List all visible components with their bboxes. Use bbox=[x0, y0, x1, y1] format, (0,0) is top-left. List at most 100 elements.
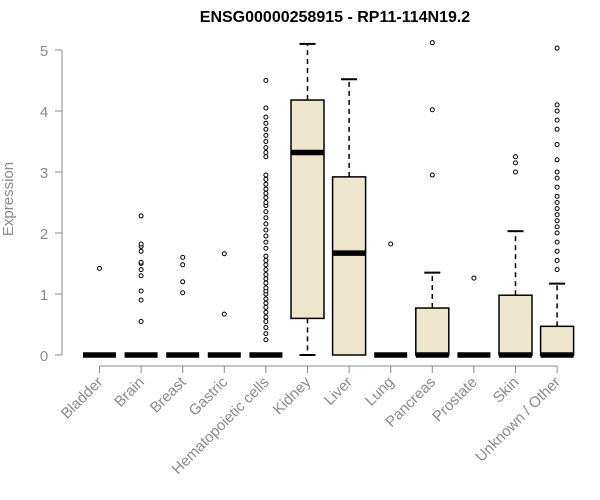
outlier-point bbox=[554, 157, 560, 163]
outlier-point bbox=[180, 254, 186, 260]
outlier-point bbox=[138, 273, 144, 279]
outlier-point bbox=[263, 114, 269, 120]
y-axis-label: Expression bbox=[0, 162, 17, 236]
outlier-point bbox=[554, 200, 560, 205]
box-group bbox=[83, 265, 116, 358]
box-rect bbox=[290, 99, 325, 320]
outlier-point bbox=[180, 279, 186, 285]
outlier-point bbox=[554, 224, 560, 230]
outlier-point bbox=[263, 209, 269, 215]
outlier-point bbox=[554, 239, 560, 245]
outlier-point bbox=[263, 253, 269, 259]
outlier-point bbox=[263, 221, 269, 227]
box-group bbox=[207, 251, 241, 358]
outlier-point bbox=[138, 318, 144, 324]
outlier-point bbox=[221, 311, 227, 317]
outlier-point bbox=[554, 142, 560, 148]
outlier-point bbox=[138, 213, 144, 219]
chart-title: ENSG00000258915 - RP11-114N19.2 bbox=[200, 9, 471, 26]
outlier-point bbox=[221, 251, 227, 257]
outlier-point bbox=[263, 309, 269, 315]
y-tick-label: 1 bbox=[40, 287, 48, 304]
outlier-point bbox=[554, 257, 560, 263]
outlier-point bbox=[513, 154, 518, 160]
y-tick-label: 2 bbox=[40, 226, 48, 243]
outlier-point bbox=[180, 262, 186, 268]
outlier-point bbox=[263, 195, 269, 201]
x-tick-label: Lung bbox=[362, 374, 398, 410]
outlier-point bbox=[263, 176, 269, 182]
outlier-point bbox=[263, 139, 269, 144]
outlier-point bbox=[263, 300, 269, 306]
outlier-point bbox=[138, 267, 144, 273]
outlier-point bbox=[471, 275, 477, 281]
outlier-point bbox=[263, 105, 269, 111]
outlier-point bbox=[263, 285, 269, 291]
x-tick-label: Bladder bbox=[58, 374, 107, 423]
outlier-point bbox=[138, 288, 144, 294]
outlier-point bbox=[138, 297, 144, 303]
outlier-point bbox=[263, 304, 269, 310]
outlier-point bbox=[554, 248, 560, 254]
outlier-point bbox=[263, 318, 269, 324]
outlier-point bbox=[513, 169, 518, 175]
outlier-point bbox=[263, 132, 269, 138]
x-tick-label: Brain bbox=[111, 374, 148, 411]
outlier-point bbox=[554, 169, 560, 175]
box-group bbox=[290, 42, 325, 356]
outlier-point bbox=[554, 117, 560, 123]
outlier-point bbox=[429, 107, 435, 113]
outlier-point bbox=[554, 230, 560, 236]
outlier-point bbox=[263, 200, 269, 205]
box-rect bbox=[498, 294, 533, 356]
outlier-point bbox=[263, 276, 269, 282]
box-rect bbox=[415, 307, 450, 356]
box-group bbox=[166, 254, 200, 358]
outlier-point bbox=[97, 265, 102, 271]
outlier-point bbox=[429, 172, 435, 178]
outlier-point bbox=[554, 267, 560, 273]
outlier-point bbox=[554, 175, 560, 181]
x-tick-label: Kidney bbox=[270, 373, 315, 418]
outlier-point bbox=[263, 181, 269, 187]
outlier-point bbox=[554, 218, 560, 224]
x-tick-label: Skin bbox=[490, 374, 523, 407]
outlier-point bbox=[554, 45, 560, 51]
outlier-point bbox=[263, 337, 269, 343]
box-group bbox=[457, 275, 491, 358]
x-tick-label: Breast bbox=[147, 373, 190, 416]
outlier-point bbox=[554, 193, 560, 199]
outlier-point bbox=[263, 325, 269, 331]
outlier-point bbox=[263, 145, 269, 151]
outlier-point bbox=[263, 271, 269, 277]
box-rect bbox=[539, 325, 575, 356]
outlier-point bbox=[263, 280, 269, 286]
outlier-point bbox=[263, 215, 269, 221]
outlier-point bbox=[554, 212, 560, 218]
outlier-point bbox=[263, 120, 269, 126]
outlier-point bbox=[263, 233, 269, 239]
box-rect bbox=[331, 176, 367, 356]
y-axis: 0 1 2 3 4 5 bbox=[40, 43, 63, 365]
box-group bbox=[331, 78, 367, 356]
box-group bbox=[374, 241, 408, 358]
y-tick-label: 5 bbox=[40, 43, 48, 60]
box-group bbox=[124, 213, 158, 358]
outlier-point bbox=[263, 267, 269, 273]
outlier-point bbox=[263, 314, 269, 320]
outlier-point bbox=[388, 241, 394, 247]
outlier-point bbox=[138, 248, 144, 254]
outlier-point bbox=[263, 149, 269, 155]
outlier-point bbox=[263, 227, 269, 233]
y-tick-label: 4 bbox=[40, 104, 48, 121]
outlier-point bbox=[263, 186, 269, 192]
y-tick-label: 0 bbox=[40, 348, 48, 365]
outlier-point bbox=[554, 206, 560, 212]
outlier-point bbox=[554, 102, 560, 108]
box-group bbox=[415, 40, 450, 358]
outlier-point bbox=[180, 290, 186, 296]
outlier-point bbox=[429, 40, 435, 46]
box-series bbox=[83, 40, 575, 358]
